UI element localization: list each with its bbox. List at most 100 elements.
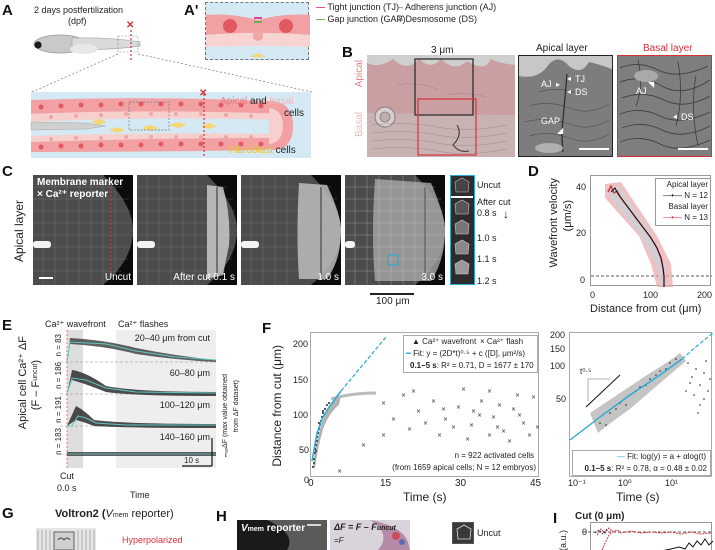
vmem-sub: mem xyxy=(247,526,265,533)
legend-basal-title: Basal layer xyxy=(668,202,708,211)
panel-e-xlabel: Time xyxy=(130,490,150,500)
tem-overview-drawing xyxy=(367,55,515,157)
microscopy-frame-0-1s: After cut 0.1 s xyxy=(137,175,237,285)
svg-text:×: × xyxy=(441,406,446,413)
n-count-row4: n = 183 xyxy=(54,428,63,455)
apical-layer-inset-title: Apical layer xyxy=(536,43,588,54)
label-fibroblast-cells-word: cells xyxy=(272,145,296,156)
svg-text:×: × xyxy=(521,420,526,427)
fit-line-icon: ━ xyxy=(406,349,411,358)
vmem-v: V xyxy=(241,523,248,534)
arrowhead-icon: ◢ xyxy=(557,126,564,135)
f-ytick-100: 100 xyxy=(293,410,309,420)
panel-d-legend: Apical layer —•— N = 12 Basal layer —•— … xyxy=(655,178,711,226)
panel-label-f: F xyxy=(262,320,272,337)
panel-f-ylabel: Distance from cut (μm) xyxy=(270,345,284,467)
panel-d-ylabel-line1: Wavefront velocity xyxy=(548,178,560,268)
panel-a-title-line1: 2 days postfertilization xyxy=(34,5,124,15)
svg-text:×: × xyxy=(535,424,540,431)
basal-layer-inset-title: Basal layer xyxy=(643,43,693,54)
frame-time-label: Uncut xyxy=(104,272,131,283)
svg-text:×: × xyxy=(515,392,520,399)
tem-apical-inset-drawing xyxy=(519,56,612,153)
legend-apical-n-value: N = 12 xyxy=(684,191,708,200)
zebrafish-larva-illustration xyxy=(33,34,141,54)
row-label-20-40um: 20–40 μm from cut xyxy=(134,333,210,343)
f-log-ytick-50: 50 xyxy=(556,394,567,404)
gap-junction-icon: — xyxy=(316,14,325,24)
panel-label-c: C xyxy=(2,163,13,180)
legend-basal-n-value: N = 13 xyxy=(684,213,708,222)
panel-i-traces xyxy=(583,527,714,550)
delta-f-overlay xyxy=(370,520,410,550)
legend-apical-n: —•— N = 12 xyxy=(663,191,708,200)
voltron2-name: Voltron2 ( xyxy=(55,508,106,520)
h-thumbnail-cells xyxy=(456,524,472,540)
svg-text:×: × xyxy=(465,436,470,443)
formula-sub: uncut xyxy=(376,525,396,532)
svg-text:×: × xyxy=(401,392,406,399)
svg-text:×: × xyxy=(501,428,506,435)
panel-e-right-note-line2: from ΔF dataset) xyxy=(233,380,240,433)
scale-bar-label: 100 μm xyxy=(376,296,410,307)
log-legend-fit-text: Fit: log(y) = a + αlog(t) xyxy=(627,452,706,461)
panel-a-cells-label: cells xyxy=(284,108,305,119)
label-basal-word: basal xyxy=(269,96,294,107)
fin-tissue-shape xyxy=(137,175,237,285)
legend-apical-title: Apical layer xyxy=(666,180,708,189)
panel-e-ylabel-line1: Apical cell Ca²⁺ ΔF xyxy=(17,336,29,430)
ylabel-uncut-sub: uncut xyxy=(32,363,39,381)
svg-text:×: × xyxy=(416,408,421,415)
annotation-ds-apical: DS xyxy=(575,87,588,97)
panel-d-ytick-40: 40 xyxy=(576,182,587,192)
tem-basal-inset-drawing xyxy=(619,59,711,149)
svg-text:×: × xyxy=(443,416,448,423)
legend-wavefront: ▲ Ca²⁺ wavefront xyxy=(412,337,477,346)
legend-adherens-junction: – Adherens junction (AJ) xyxy=(398,2,496,12)
zoom-strip-label-after-cut: After cut xyxy=(477,197,511,207)
svg-text:×: × xyxy=(423,420,428,427)
annotation-tj-apical: TJ xyxy=(575,74,585,84)
label-apical-word: Apical xyxy=(220,96,248,107)
panel-label-i: I xyxy=(553,510,558,527)
f-log-xtick-1e1: 10¹ xyxy=(665,478,679,488)
f-log-ytick-100: 100 xyxy=(550,361,566,371)
n-count-row2: n = 186 xyxy=(54,362,63,389)
tem-apical-inset-image: AJ ▸ ◂ TJ ◂ DS GAP ◢ xyxy=(518,55,613,157)
h-uncut-label: Uncut xyxy=(477,528,501,538)
legend-fit: ━ Fit: y = (2D*t)⁰·⁵ + c ([D], μm²/s) xyxy=(406,349,525,358)
scale-bar xyxy=(579,148,609,150)
panel-f-linear-plot-area: × × × × × × × × × × × × × × × × × × × × × × × × × × × × × × × × × × × × ▲… xyxy=(310,332,540,477)
panel-d-xtick-100: 100 xyxy=(643,290,659,300)
f-linear-xlabel: Time (s) xyxy=(403,490,447,504)
f-log-xtick-1e-1: 10⁻¹ xyxy=(568,478,586,488)
vmem-reporter-image: Vmem reporter xyxy=(237,520,327,550)
panel-i-title: Cut (0 μm) xyxy=(575,511,625,522)
panel-f-log-scatter xyxy=(569,332,714,441)
panel-label-e: E xyxy=(2,317,13,334)
svg-text:×: × xyxy=(451,424,456,431)
legend-flash: × Ca²⁺ flash xyxy=(480,337,524,346)
reporter-word: reporter) xyxy=(128,508,174,520)
svg-text:×: × xyxy=(507,438,512,445)
svg-text:×: × xyxy=(487,432,492,439)
fin-tissue-shape xyxy=(241,175,341,285)
vmem-sub: mem xyxy=(112,512,129,519)
svg-text:×: × xyxy=(381,400,386,407)
slope-reference-label: t⁰·⁵ xyxy=(580,367,592,376)
zoom-strip-label-uncut: Uncut xyxy=(477,180,501,190)
log-legend-stats: 0.1–5 s: R² = 0.78, α = 0.48 ± 0.02 xyxy=(585,464,707,473)
panel-a-apical-basal-label: Apical and basal xyxy=(220,96,293,107)
panel-d-ytick-0: 0 xyxy=(580,275,586,285)
svg-text:×: × xyxy=(477,412,482,419)
svg-text:×: × xyxy=(461,386,466,393)
panel-label-g: G xyxy=(2,505,14,522)
svg-text:×: × xyxy=(491,414,496,421)
panel-d-plot-area: Apical layer —•— N = 12 Basal layer —•— … xyxy=(590,175,712,287)
panel-i-plot-area xyxy=(583,522,714,550)
log-legend-fit: — Fit: log(y) = a + αlog(t) xyxy=(617,452,706,461)
annotation-aj-basal: AJ xyxy=(636,86,647,96)
svg-text:×: × xyxy=(479,398,484,405)
f-xtick-15: 15 xyxy=(380,478,392,489)
panel-a-title-line2: (dpf) xyxy=(68,16,87,26)
